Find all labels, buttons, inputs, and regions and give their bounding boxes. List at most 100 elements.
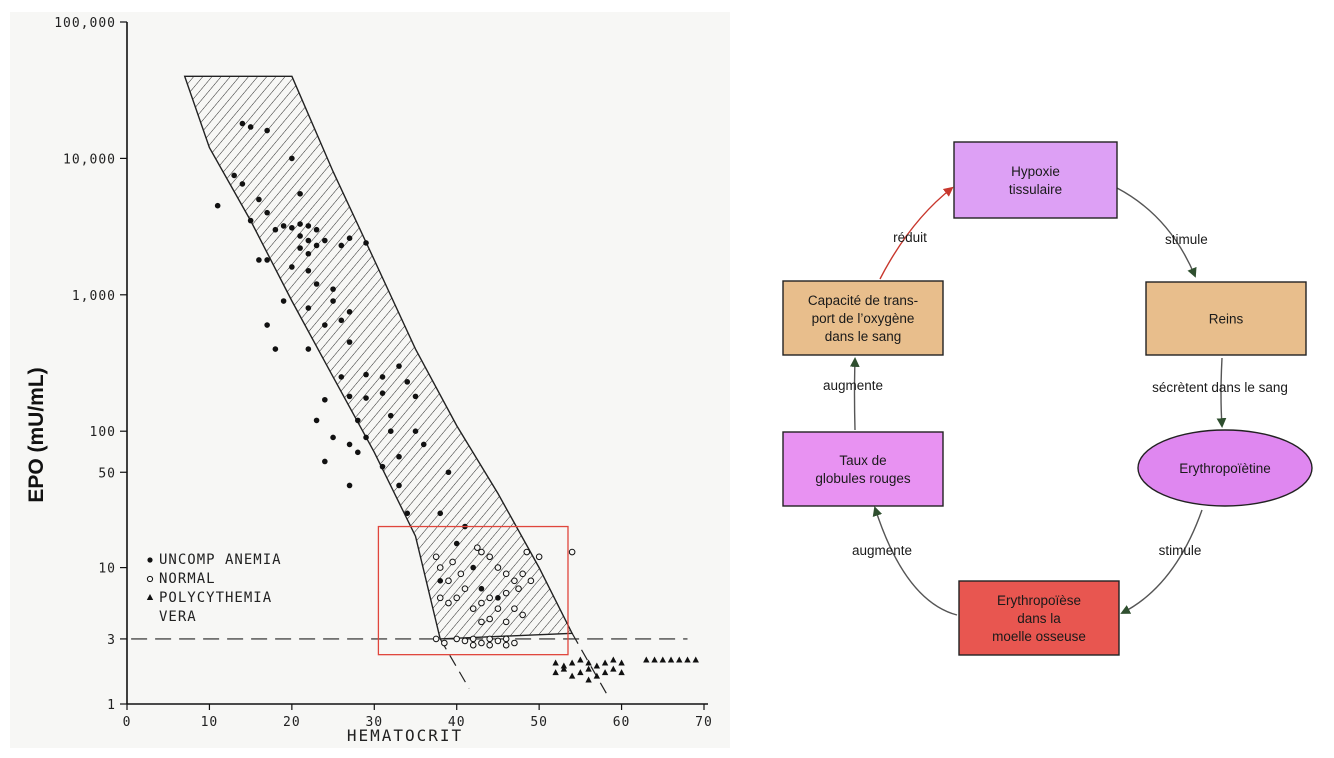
edge-label-reins-to-epo: sécrètent dans le sang (1152, 380, 1288, 395)
node-shape (782, 431, 944, 507)
data-point-uncomp-anemia (297, 245, 303, 251)
node-hypoxie: Hypoxie tissulaire (953, 141, 1118, 219)
node-shape (958, 580, 1120, 656)
data-point-uncomp-anemia (404, 510, 411, 517)
data-point-uncomp-anemia (338, 242, 345, 249)
data-point-uncomp-anemia (322, 458, 328, 465)
data-point-normal (461, 637, 469, 645)
data-point-uncomp-anemia (396, 453, 402, 460)
data-point-polycythemia-vera (560, 665, 568, 672)
data-point-uncomp-anemia (305, 267, 312, 274)
data-point-normal (527, 577, 535, 585)
data-point-normal (436, 594, 444, 602)
data-point-normal (453, 594, 461, 602)
x-tick-label: 20 (283, 715, 301, 730)
data-point-uncomp-anemia (330, 434, 336, 441)
arrow-globules-to-capacite (849, 357, 860, 431)
node-globules: Taux de globules rouges (782, 431, 944, 507)
x-tick-label: 70 (695, 715, 713, 730)
data-point-uncomp-anemia (239, 181, 246, 187)
y-tick-label: 50 (98, 466, 116, 481)
data-point-uncomp-anemia (412, 393, 419, 400)
y-axis-title: EPO (mU/mL) (25, 367, 48, 502)
data-point-uncomp-anemia (363, 395, 369, 401)
data-point-uncomp-anemia (289, 155, 295, 162)
data-point-uncomp-anemia (239, 120, 246, 127)
data-point-uncomp-anemia (264, 257, 270, 263)
band-upper-extension (571, 632, 610, 699)
y-tick-label: 10,000 (63, 152, 116, 167)
node-label-line: Taux de (839, 453, 886, 468)
data-point-polycythemia-vera (610, 656, 617, 663)
data-point-normal (486, 594, 493, 602)
data-point-normal (478, 639, 485, 647)
data-point-normal (511, 605, 518, 612)
y-tick-label: 100 (90, 425, 116, 440)
data-point-normal (432, 553, 440, 561)
data-point-polycythemia-vera (601, 669, 609, 676)
data-point-uncomp-anemia (322, 237, 328, 244)
data-point-normal (469, 641, 477, 649)
data-point-normal (494, 637, 502, 645)
arrow-epo-to-moelle (1120, 509, 1203, 614)
node-epo: Erythropoïètine (1137, 429, 1313, 507)
data-point-uncomp-anemia (346, 235, 353, 241)
y-tick-label: 3 (107, 633, 116, 648)
data-point-uncomp-anemia (387, 412, 394, 419)
node-label-line: dans le sang (825, 329, 902, 344)
x-tick-label: 50 (530, 715, 548, 730)
data-point-uncomp-anemia (396, 482, 402, 489)
data-point-normal (523, 548, 531, 556)
data-point-uncomp-anemia (214, 202, 221, 209)
data-point-uncomp-anemia (346, 441, 353, 448)
legend-label: NORMAL (159, 571, 216, 587)
legend-marker (146, 594, 154, 600)
legend-marker (146, 575, 154, 583)
data-point-normal (461, 585, 469, 593)
data-point-uncomp-anemia (256, 257, 262, 263)
data-point-polycythemia-vera (651, 656, 658, 663)
node-reins: Reins (1145, 281, 1307, 356)
data-point-uncomp-anemia (322, 396, 328, 403)
band-lower-extension (439, 638, 470, 689)
data-point-polycythemia-vera (552, 659, 559, 666)
edge-label-epo-to-moelle: stimule (1159, 543, 1202, 558)
chart-svg: 0 10 20 30 40 50 60 70 1 3 10 50 100 1,000 10,000 100,0… (25, 16, 713, 745)
data-point-uncomp-anemia (272, 226, 279, 233)
data-point-uncomp-anemia (247, 124, 254, 130)
node-label-line: Erythropoïètine (1179, 461, 1271, 476)
data-point-normal (519, 570, 526, 578)
data-point-polycythemia-vera (585, 659, 592, 666)
node-capacite: Capacité de trans-port de l’oxygène dans … (782, 280, 944, 356)
edge-label-globules-to-capacite: augmente (823, 378, 883, 393)
node-label-line: dans la (1017, 611, 1061, 626)
data-point-uncomp-anemia (346, 393, 353, 400)
node-moelle: Erythropoïèse dans la moelle osseuse (958, 580, 1120, 656)
data-point-uncomp-anemia (305, 305, 312, 311)
x-tick-label: 30 (365, 715, 383, 730)
data-point-normal (511, 639, 518, 647)
data-point-polycythemia-vera (568, 672, 576, 679)
data-point-normal (445, 577, 452, 585)
edge-label-capacite-to-hypoxie: réduit (893, 230, 927, 245)
chart-legend: UNCOMP ANEMIA NORMAL POLYCYTHEMIA VERA (146, 552, 281, 625)
x-tick-label: 10 (201, 715, 219, 730)
data-point-normal (445, 599, 452, 607)
data-point-uncomp-anemia (256, 196, 262, 203)
data-point-polycythemia-vera (560, 662, 568, 669)
x-tick-label: 60 (613, 715, 631, 730)
data-point-uncomp-anemia (420, 441, 427, 448)
node-shape (1137, 429, 1313, 507)
data-point-uncomp-anemia (313, 281, 320, 287)
edge-label-moelle-to-globules: augmente (852, 543, 912, 558)
data-point-uncomp-anemia (264, 322, 270, 328)
data-point-uncomp-anemia (297, 233, 303, 239)
data-point-normal (502, 618, 510, 626)
data-point-normal (478, 548, 485, 556)
data-point-polycythemia-vera (643, 656, 650, 663)
data-point-uncomp-anemia (346, 309, 353, 315)
data-point-uncomp-anemia (379, 463, 386, 470)
data-point-polycythemia-vera (585, 665, 592, 672)
data-point-polycythemia-vera (577, 669, 584, 676)
legend-marker (147, 557, 153, 563)
